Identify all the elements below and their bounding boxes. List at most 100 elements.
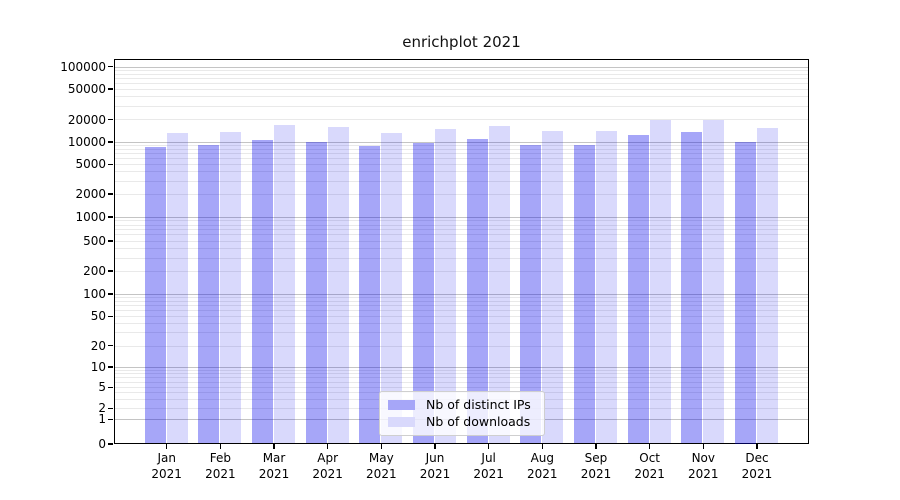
bar-distinct-ips: [573, 145, 595, 444]
y-tick-label: 1: [98, 412, 106, 427]
bar-distinct-ips: [520, 145, 542, 444]
bar-distinct-ips: [198, 144, 220, 444]
bar-downloads: [435, 129, 456, 444]
bar-downloads: [274, 124, 296, 444]
y-tick-label: 0: [98, 437, 106, 451]
y-tick-label: 1000: [75, 210, 106, 224]
bar-downloads: [649, 120, 671, 444]
x-tick-label: Apr 2021: [312, 451, 343, 481]
y-tick-label: 500: [83, 234, 106, 248]
bar-downloads: [542, 130, 564, 444]
y-tick-label: 2: [98, 401, 106, 416]
bar-downloads: [381, 132, 403, 444]
bar-downloads: [703, 119, 725, 444]
gridline-minor: [115, 310, 808, 312]
gridline-minor: [115, 369, 808, 371]
x-tick-label: Aug 2021: [527, 451, 558, 481]
gridline-minor: [115, 373, 808, 375]
gridline-minor: [115, 180, 808, 182]
x-tick-mark: [702, 444, 705, 449]
y-tick-label: 10000: [67, 135, 106, 149]
legend-label-distinct-ips: Nb of distinct IPs: [426, 397, 531, 412]
bar-downloads: [595, 130, 617, 444]
y-tick-label: 50000: [67, 82, 106, 96]
y-tick-label: 5000: [75, 157, 106, 172]
bar-distinct-ips: [466, 138, 488, 444]
y-tick-mark: [108, 216, 113, 218]
y-tick-mark: [108, 65, 113, 68]
gridline-minor: [115, 224, 808, 226]
gridline-major: [115, 66, 808, 68]
bar-distinct-ips: [144, 146, 166, 444]
y-tick-mark: [108, 240, 113, 242]
gridline-minor: [115, 257, 808, 259]
y-tick-label: 2000: [75, 187, 106, 201]
x-tick-mark: [541, 444, 544, 449]
legend: Nb of distinct IPs Nb of downloads: [379, 391, 545, 436]
legend-swatch-distinct-ips: [388, 400, 415, 410]
y-tick-mark: [108, 315, 113, 318]
gridline-minor: [115, 171, 808, 173]
gridline-minor: [115, 220, 808, 222]
gridline-minor: [115, 248, 808, 250]
y-tick-label: 100000: [60, 59, 106, 74]
bar-distinct-ips: [681, 132, 703, 444]
gridline-minor: [115, 73, 808, 75]
gridline-minor: [115, 316, 808, 318]
gridline-minor: [115, 381, 808, 383]
y-tick-mark: [108, 366, 113, 368]
x-tick-mark: [648, 444, 651, 449]
bar-downloads: [166, 132, 188, 444]
legend-swatch-downloads: [388, 417, 415, 427]
bar-downloads: [220, 131, 242, 444]
x-tick-mark: [434, 444, 436, 449]
gridline-major: [115, 216, 808, 218]
y-tick-mark: [108, 386, 113, 389]
legend-item-downloads: Nb of downloads: [388, 415, 536, 429]
y-tick-label: 20000: [67, 112, 106, 127]
bar-distinct-ips: [734, 141, 756, 444]
gridline-minor: [115, 377, 808, 379]
bar-distinct-ips: [627, 134, 649, 444]
gridline-minor: [115, 300, 808, 302]
gridline-major: [115, 366, 808, 368]
gridline-major: [115, 293, 808, 295]
x-tick-label: May 2021: [366, 451, 397, 481]
y-tick-label: 20: [90, 338, 106, 353]
x-tick-mark: [273, 444, 275, 449]
gridline-minor: [115, 77, 808, 79]
bar-downloads: [488, 126, 510, 444]
y-tick-mark: [108, 141, 113, 143]
bar-distinct-ips: [305, 141, 327, 444]
y-tick-mark: [108, 193, 113, 195]
y-tick-mark: [108, 293, 113, 295]
gridline-minor: [115, 164, 808, 166]
y-tick-mark: [108, 88, 113, 90]
gridline-minor: [115, 96, 808, 98]
gridline-minor: [115, 332, 808, 334]
gridline-minor: [115, 305, 808, 307]
gridline-minor: [115, 148, 808, 150]
gridline-major: [115, 141, 808, 143]
gridline-minor: [115, 88, 808, 90]
gridline-minor: [115, 234, 808, 236]
x-tick-label: Sep 2021: [580, 451, 612, 481]
x-tick-label: Jan 2021: [151, 451, 182, 481]
y-tick-mark: [108, 344, 113, 347]
y-tick-label: 10: [90, 360, 106, 374]
plot-area: [114, 59, 809, 444]
gridline-minor: [115, 82, 808, 84]
x-tick-mark: [595, 444, 597, 449]
bar-downloads: [327, 126, 349, 444]
gridline-minor: [115, 69, 808, 71]
bar-distinct-ips: [252, 140, 274, 444]
y-tick-mark: [108, 270, 113, 272]
x-tick-mark: [756, 444, 758, 449]
x-tick-label: Dec 2021: [741, 451, 773, 481]
x-tick-mark: [219, 444, 222, 449]
gridline-minor: [115, 240, 808, 242]
y-tick-label: 100: [83, 287, 106, 301]
gridline-minor: [115, 387, 808, 389]
gridline-minor: [115, 153, 808, 155]
